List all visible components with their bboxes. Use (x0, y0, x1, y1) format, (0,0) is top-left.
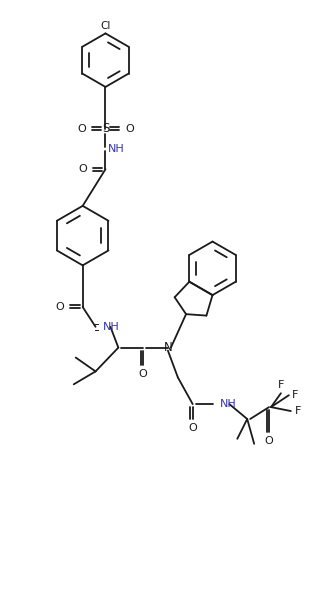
Text: O: O (188, 423, 197, 433)
Text: O: O (78, 164, 87, 174)
Text: NH: NH (219, 399, 236, 409)
Text: S: S (102, 122, 109, 135)
Text: N: N (164, 341, 172, 354)
Text: F: F (292, 390, 298, 400)
Text: NH: NH (102, 322, 119, 332)
Text: O: O (55, 302, 64, 312)
Text: O: O (139, 370, 147, 379)
Text: NH: NH (107, 145, 124, 154)
Text: Cl: Cl (100, 21, 111, 32)
Text: O: O (77, 124, 86, 134)
Text: F: F (295, 406, 301, 416)
Text: O: O (125, 124, 134, 134)
Text: F: F (278, 380, 284, 390)
Text: O: O (265, 436, 273, 446)
